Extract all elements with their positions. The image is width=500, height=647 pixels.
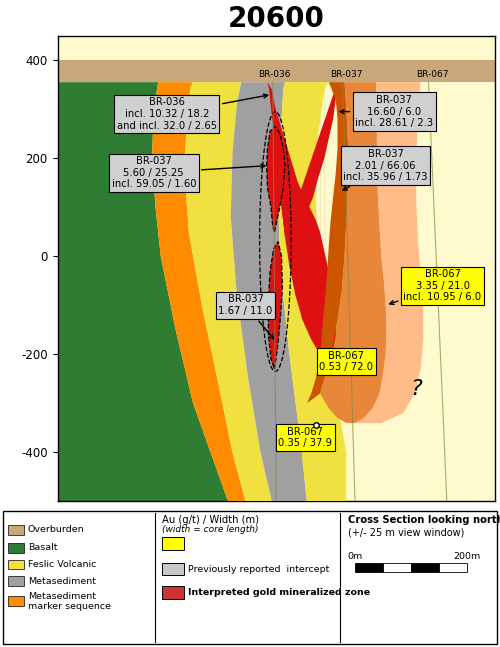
Text: BR-067: BR-067 xyxy=(416,70,448,79)
Text: Overburden: Overburden xyxy=(28,525,84,534)
Polygon shape xyxy=(152,82,246,501)
Bar xyxy=(355,562,383,573)
Text: Au (g/t) / Width (m): Au (g/t) / Width (m) xyxy=(162,515,259,525)
Text: Previously reported  intercept: Previously reported intercept xyxy=(188,564,330,573)
Text: BR-067
3.35 / 21.0
incl. 10.95 / 6.0: BR-067 3.35 / 21.0 incl. 10.95 / 6.0 xyxy=(390,269,482,305)
Polygon shape xyxy=(278,82,346,501)
Text: Feslic Volcanic: Feslic Volcanic xyxy=(28,560,96,569)
Text: Basalt: Basalt xyxy=(28,543,58,552)
Bar xyxy=(8,560,24,569)
Text: BR-037
2.01 / 66.06
incl. 35.96 / 1.73: BR-037 2.01 / 66.06 incl. 35.96 / 1.73 xyxy=(343,149,428,190)
Polygon shape xyxy=(58,60,495,82)
Polygon shape xyxy=(184,82,272,501)
Bar xyxy=(439,562,467,573)
Text: Metasediment: Metasediment xyxy=(28,577,96,586)
Text: 200m: 200m xyxy=(454,552,480,560)
Bar xyxy=(411,562,439,573)
Polygon shape xyxy=(355,82,423,423)
Text: ?: ? xyxy=(410,378,422,399)
Text: BR-037
1.67 / 11.0: BR-037 1.67 / 11.0 xyxy=(218,294,274,339)
Polygon shape xyxy=(268,82,338,237)
Bar xyxy=(383,562,411,573)
Polygon shape xyxy=(268,241,282,369)
Text: BR-036
incl. 10.32 / 18.2
and incl. 32.0 / 2.65: BR-036 incl. 10.32 / 18.2 and incl. 32.0… xyxy=(117,94,268,131)
Bar xyxy=(8,543,24,553)
Text: Cross Section looking northwest: Cross Section looking northwest xyxy=(348,515,500,525)
Text: Metasediment
marker sequence: Metasediment marker sequence xyxy=(28,591,111,611)
Text: BR-037
16.60 / 6.0
incl. 28.61 / 2.3: BR-037 16.60 / 6.0 incl. 28.61 / 2.3 xyxy=(340,95,434,128)
Polygon shape xyxy=(58,36,495,501)
Text: BR-067
0.53 / 72.0: BR-067 0.53 / 72.0 xyxy=(320,351,373,373)
Text: 0m: 0m xyxy=(348,552,362,560)
Polygon shape xyxy=(320,82,386,423)
Bar xyxy=(162,537,184,550)
Text: BR-036: BR-036 xyxy=(258,70,291,79)
Bar xyxy=(162,562,184,575)
Text: BR-037
5.60 / 25.25
incl. 59.05 / 1.60: BR-037 5.60 / 25.25 incl. 59.05 / 1.60 xyxy=(112,157,265,190)
Bar xyxy=(8,597,24,606)
Text: (width = core length): (width = core length) xyxy=(162,525,258,534)
Text: BR-067
0.35 / 37.9: BR-067 0.35 / 37.9 xyxy=(278,427,332,448)
Bar xyxy=(162,586,184,599)
Polygon shape xyxy=(58,60,228,501)
Bar xyxy=(8,576,24,586)
Polygon shape xyxy=(231,82,307,501)
Polygon shape xyxy=(268,82,336,359)
Bar xyxy=(8,525,24,534)
Title: 20600: 20600 xyxy=(228,5,324,33)
Polygon shape xyxy=(307,82,348,403)
Text: (+/- 25 m view window): (+/- 25 m view window) xyxy=(348,528,465,538)
Polygon shape xyxy=(266,126,285,232)
Text: Interpreted gold mineralized zone: Interpreted gold mineralized zone xyxy=(188,588,370,597)
Text: BR-037: BR-037 xyxy=(330,70,362,79)
